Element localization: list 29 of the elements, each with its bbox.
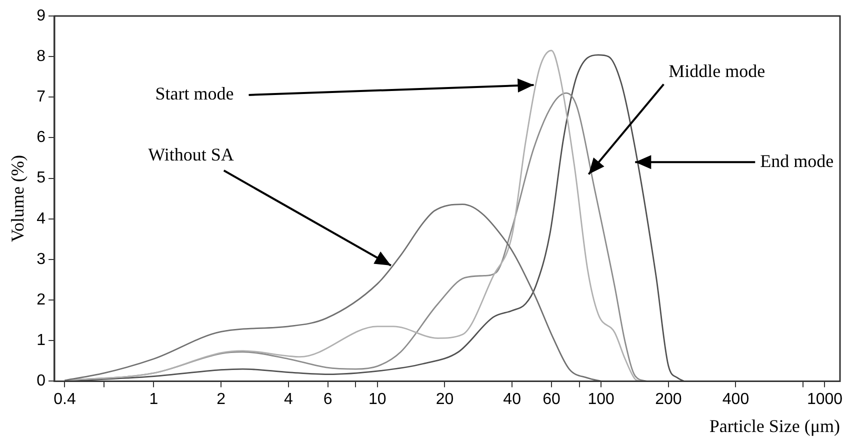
y-tick-label: 8 [36,48,46,65]
x-tick-label: 400 [722,391,750,408]
x-tick-label: 200 [655,391,682,408]
y-tick-label: 7 [36,88,46,106]
y-tick-label: 1 [36,332,46,350]
x-axis-title: Particle Size (μm) [709,416,840,436]
x-tick-label: 60 [542,391,560,408]
annotation: Middle mode [668,60,766,81]
y-tick-label: 5 [36,170,46,187]
x-tick-label: 6 [323,391,332,408]
x-tick-label: 0.4 [54,391,76,408]
y-tick-label: 9 [36,7,46,24]
x-tick-label: 1 [149,391,158,408]
x-tick-label: 10 [368,391,386,408]
annotation: Without SA [148,144,234,164]
x-tick-label: 20 [436,391,454,408]
annotation: End mode [760,150,834,171]
y-tick-label: 0 [36,372,46,390]
x-tick-label: 40 [503,391,522,408]
annotation: Start mode [155,84,234,104]
y-tick-label: 2 [36,291,46,308]
y-tick-label: 6 [36,129,46,146]
x-tick-label: 4 [284,391,293,408]
y-tick-label: 3 [36,250,46,268]
y-axis-title: Volume (%) [8,155,28,242]
y-tick-label: 4 [36,210,46,228]
x-tick-label: 100 [588,391,615,408]
x-tick-label: 2 [216,391,226,408]
x-tick-label: 1000 [806,391,843,408]
